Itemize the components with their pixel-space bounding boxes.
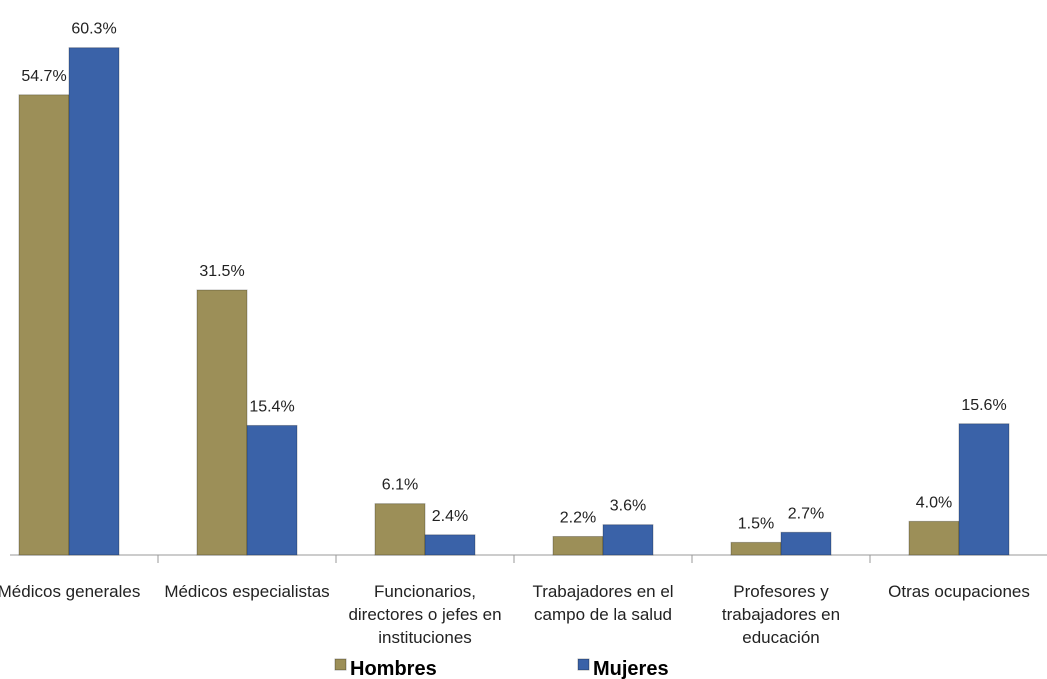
data-label: 4.0% (916, 494, 952, 511)
bar (730, 541, 782, 556)
bar (958, 423, 1010, 556)
data-label: 2.4% (432, 508, 468, 525)
data-label: 15.6% (961, 397, 1006, 414)
bar (424, 534, 476, 556)
legend-label: Mujeres (593, 658, 669, 679)
data-label: 54.7% (21, 68, 66, 85)
bar (552, 535, 604, 556)
bar (68, 47, 120, 556)
data-label: 1.5% (738, 515, 774, 532)
data-label: 2.2% (560, 509, 596, 526)
data-label: 2.7% (788, 505, 824, 522)
bar (18, 94, 70, 556)
legend-swatch (577, 658, 590, 671)
bar (908, 520, 960, 556)
x-tick-label: Médicos generales (0, 582, 141, 601)
bar (196, 289, 248, 556)
data-label: 6.1% (382, 477, 418, 494)
data-label: 15.4% (249, 398, 294, 415)
x-tick-label: Médicos especialistas (164, 582, 330, 601)
data-label: 3.6% (610, 498, 646, 515)
x-tick-label: Otras ocupaciones (888, 582, 1030, 601)
bar (602, 524, 654, 556)
bar (780, 531, 832, 556)
bar (374, 503, 426, 556)
bar (246, 424, 298, 556)
x-tick-label: Funcionarios, directores o jefes en inst… (348, 582, 502, 647)
x-tick-label: Profesores y trabajadores en educación (721, 582, 841, 647)
x-tick-label: Trabajadores en el campo de la salud (532, 582, 674, 624)
data-label: 60.3% (71, 21, 116, 38)
legend-swatch (334, 658, 347, 671)
legend-label: Hombres (350, 658, 437, 679)
data-label: 31.5% (199, 263, 244, 280)
